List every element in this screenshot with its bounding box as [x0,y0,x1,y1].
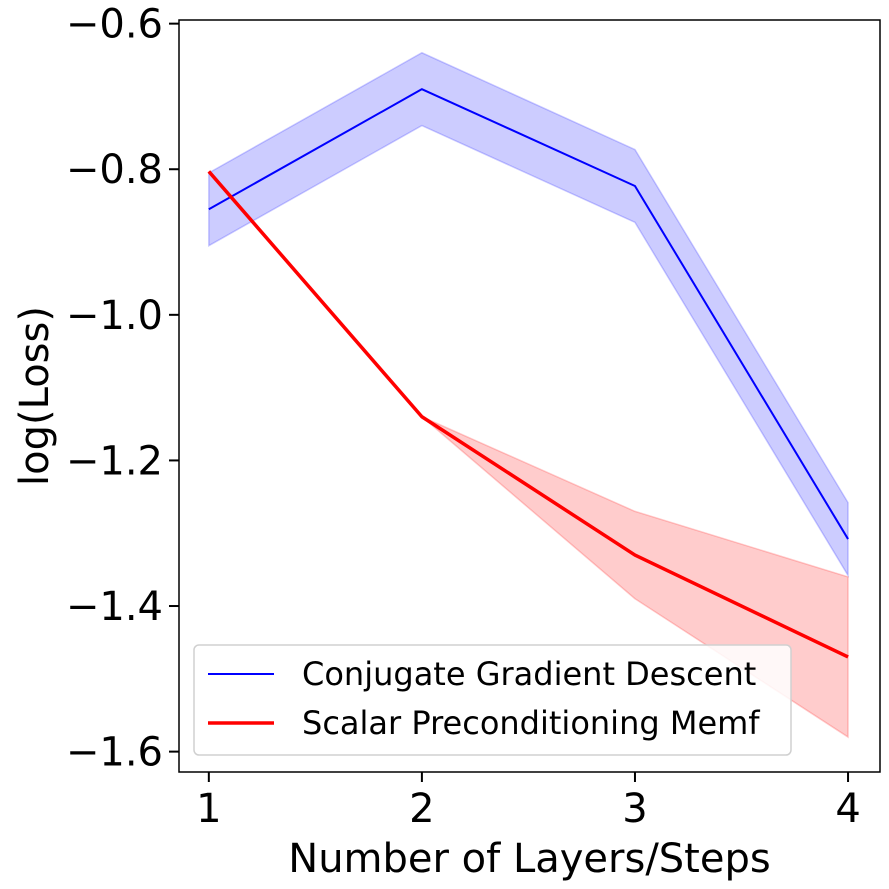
y-tick-label: −1.2 [66,438,163,484]
legend-label-0: Conjugate Gradient Descent [302,655,756,693]
series-lines [207,88,849,659]
x-tick-label: 2 [409,786,434,832]
line-series-0 [208,88,849,540]
y-tick-label: −1.4 [66,584,163,630]
y-tick-label: −0.8 [66,147,163,193]
legend-box [193,644,792,756]
line-series-1 [207,170,849,659]
y-axis-ticks: −0.6 −0.8 −1.0 −1.2 −1.4 −1.6 [66,2,179,776]
band-series-0 [208,51,849,579]
y-axis-label: log(Loss) [12,306,58,486]
x-tick-label: 1 [196,786,221,832]
y-tick-label: −1.6 [66,730,163,776]
x-tick-label: 4 [835,786,860,832]
legend: Conjugate Gradient Descent Scalar Precond… [193,644,792,756]
y-tick-label: −1.0 [66,293,163,339]
y-tick-label: −0.6 [66,2,163,48]
legend-label-1: Scalar Preconditioning Memf [302,704,760,742]
plot-frame [178,19,881,773]
x-axis-label: Number of Layers/Steps [288,836,770,882]
x-axis-ticks: 1 2 3 4 [196,772,861,832]
x-tick-label: 3 [622,786,647,832]
